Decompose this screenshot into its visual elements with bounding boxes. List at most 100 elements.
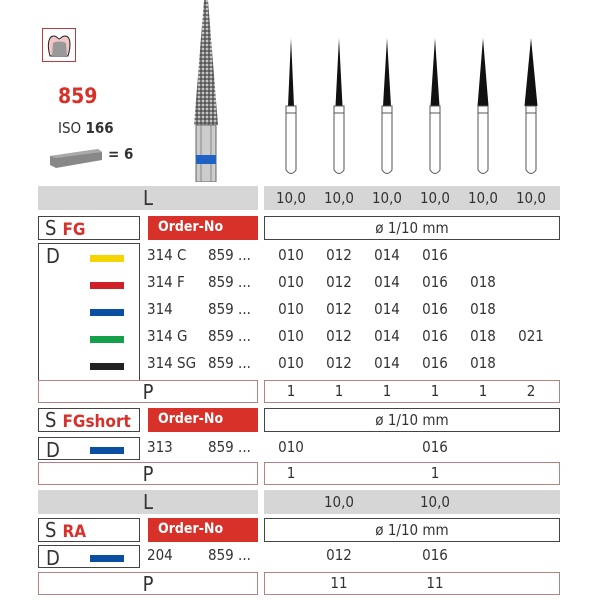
- pack-label: P: [38, 572, 258, 596]
- size-value: 016: [422, 300, 448, 318]
- pack-label: P: [38, 462, 258, 486]
- pack-value: 1: [382, 382, 392, 400]
- size-value: 014: [374, 246, 400, 264]
- size-value: 018: [470, 354, 496, 372]
- bur-outline: [524, 38, 538, 174]
- catalog-code: 314 C: [147, 246, 187, 264]
- bur-outline: [285, 38, 297, 174]
- grit-box: [38, 545, 140, 568]
- pack-value: 11: [426, 574, 444, 592]
- reference-number: 859 ...: [208, 300, 251, 318]
- order-no-header: Order-No: [148, 518, 258, 542]
- pack-value: 1: [286, 382, 296, 400]
- size-value: 010: [278, 300, 304, 318]
- length-value: 10,0: [275, 189, 307, 207]
- size-value: 012: [326, 246, 352, 264]
- reference-number: 859 ...: [208, 354, 251, 372]
- pack-values: [264, 572, 560, 595]
- pack-label: P: [38, 380, 258, 404]
- size-value: 010: [278, 273, 304, 291]
- catalog-code: 204: [147, 546, 173, 564]
- grit-label: D: [46, 438, 60, 462]
- diameter-unit: ø 1/10 mm: [264, 408, 560, 432]
- size-value: 014: [374, 354, 400, 372]
- shank-type-label: S RA: [38, 518, 140, 542]
- catalog-code: 314 F: [147, 273, 185, 291]
- grit-color-swatch: [90, 336, 124, 343]
- grit-color-swatch: [90, 363, 124, 370]
- pack-box-icon: [50, 149, 102, 168]
- pack-value: 1: [286, 464, 296, 482]
- pack-value: 1: [430, 464, 440, 482]
- reference-number: 859 ...: [208, 273, 251, 291]
- size-value: 012: [326, 354, 352, 372]
- length-value: 10,0: [467, 189, 499, 207]
- reference-number: 859 ...: [208, 327, 251, 345]
- pack-quantity: = 6: [108, 145, 134, 163]
- iso-label: ISO 166: [58, 119, 114, 137]
- catalog-code: 314: [147, 300, 173, 318]
- size-value: 012: [326, 300, 352, 318]
- bur-outline: [381, 38, 393, 174]
- size-value: 018: [470, 300, 496, 318]
- pack-value: 1: [430, 382, 440, 400]
- size-value: 010: [278, 246, 304, 264]
- shank-letter: S: [45, 518, 57, 542]
- tooth-crown-icon: [42, 28, 76, 62]
- size-value: 016: [422, 546, 448, 564]
- size-value: 016: [422, 246, 448, 264]
- size-value: 010: [278, 438, 304, 456]
- diameter-unit: ø 1/10 mm: [264, 216, 560, 240]
- bur-size-diagrams: [285, 38, 538, 174]
- reference-number: 859 ...: [208, 546, 251, 564]
- model-number: 859: [58, 84, 98, 108]
- shank-type: FGshort: [62, 412, 131, 432]
- size-value: 016: [422, 354, 448, 372]
- shank-type: RA: [62, 522, 87, 542]
- grit-color-swatch: [90, 555, 124, 562]
- length-value: 10,0: [419, 493, 451, 511]
- length-header: L: [38, 490, 258, 514]
- grit-box: [38, 437, 140, 460]
- pack-values: [264, 462, 560, 485]
- shank-type-label: S FGshort: [38, 408, 140, 432]
- grit-color-swatch: [90, 282, 124, 289]
- length-value: 10,0: [419, 189, 451, 207]
- size-value: 012: [326, 327, 352, 345]
- length-values: [264, 490, 560, 514]
- size-value: 012: [326, 546, 352, 564]
- length-value: 10,0: [371, 189, 403, 207]
- grit-color-swatch: [90, 447, 124, 454]
- size-value: 018: [470, 327, 496, 345]
- iso-text: ISO: [58, 119, 82, 137]
- length-values: [264, 186, 560, 210]
- size-value: 021: [518, 327, 544, 345]
- catalog-code: 313: [147, 438, 173, 456]
- size-value: 018: [470, 273, 496, 291]
- shank-letter: S: [45, 216, 57, 240]
- size-value: 014: [374, 300, 400, 318]
- size-value: 016: [422, 327, 448, 345]
- grit-color-swatch: [90, 309, 124, 316]
- size-value: 014: [374, 327, 400, 345]
- size-value: 010: [278, 327, 304, 345]
- diameter-unit: ø 1/10 mm: [264, 518, 560, 542]
- size-value: 012: [326, 273, 352, 291]
- bur-outline: [333, 38, 345, 174]
- pack-value: 1: [334, 382, 344, 400]
- length-header: L: [38, 186, 258, 210]
- grit-color-swatch: [90, 255, 124, 262]
- shank-type: FG: [62, 220, 86, 240]
- reference-number: 859 ...: [208, 246, 251, 264]
- pack-values: [264, 380, 560, 403]
- length-value: 10,0: [323, 493, 355, 511]
- size-value: 016: [422, 438, 448, 456]
- catalog-code: 314 G: [147, 327, 188, 345]
- grit-label: D: [46, 546, 60, 570]
- shank-type-label: S FG: [38, 216, 140, 240]
- order-no-header: Order-No: [148, 408, 258, 432]
- pack-value: 2: [526, 382, 536, 400]
- bur-outline: [477, 38, 489, 174]
- pack-value: 1: [478, 382, 488, 400]
